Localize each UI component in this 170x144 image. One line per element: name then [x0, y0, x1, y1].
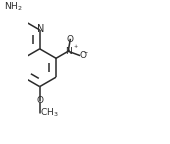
Text: N: N: [37, 24, 44, 34]
Text: O: O: [36, 96, 43, 105]
Text: NH$_2$: NH$_2$: [4, 0, 23, 13]
Text: O: O: [80, 51, 87, 60]
Text: $^+$: $^+$: [72, 45, 79, 51]
Text: CH$_3$: CH$_3$: [40, 107, 58, 119]
Text: N: N: [65, 47, 72, 56]
Text: O: O: [67, 35, 74, 44]
Text: $^-$: $^-$: [82, 50, 89, 56]
